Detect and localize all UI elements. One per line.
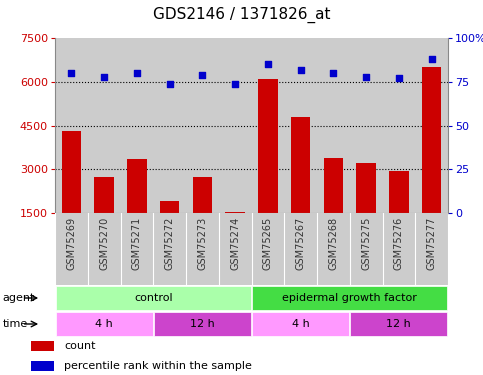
Text: time: time [2, 319, 28, 329]
Text: GSM75275: GSM75275 [361, 217, 371, 270]
Text: percentile rank within the sample: percentile rank within the sample [64, 361, 252, 371]
Text: GSM75270: GSM75270 [99, 217, 109, 270]
Point [133, 70, 141, 76]
Bar [422, 67, 441, 213]
Bar [154, 312, 251, 336]
Text: 12 h: 12 h [386, 319, 411, 329]
Point [395, 75, 403, 81]
Bar [291, 117, 311, 213]
Bar [160, 201, 180, 213]
Bar [61, 131, 81, 213]
Bar [324, 158, 343, 213]
Bar [31, 341, 54, 351]
Text: GSM75271: GSM75271 [132, 217, 142, 270]
Text: count: count [64, 341, 96, 351]
Point [428, 56, 436, 62]
Bar [356, 164, 376, 213]
Text: GSM75277: GSM75277 [426, 217, 437, 270]
Point [166, 81, 173, 87]
Bar [252, 286, 447, 310]
Text: GSM75265: GSM75265 [263, 217, 273, 270]
Text: GSM75273: GSM75273 [198, 217, 207, 270]
Text: GSM75267: GSM75267 [296, 217, 306, 270]
Text: 12 h: 12 h [190, 319, 215, 329]
Text: GSM75272: GSM75272 [165, 217, 175, 270]
Text: GSM75269: GSM75269 [66, 217, 76, 270]
Point [329, 70, 337, 76]
Bar [193, 177, 212, 213]
Point [231, 81, 239, 87]
Text: GDS2146 / 1371826_at: GDS2146 / 1371826_at [153, 7, 330, 23]
Bar [252, 312, 349, 336]
Text: 4 h: 4 h [292, 319, 310, 329]
Text: agent: agent [2, 293, 35, 303]
Bar [56, 286, 251, 310]
Bar [225, 211, 245, 213]
Point [199, 72, 206, 78]
Text: GSM75276: GSM75276 [394, 217, 404, 270]
Bar [350, 312, 447, 336]
Bar [56, 312, 153, 336]
Text: epidermal growth factor: epidermal growth factor [282, 293, 417, 303]
Point [297, 66, 304, 72]
Bar [94, 177, 114, 213]
Text: 4 h: 4 h [95, 319, 113, 329]
Bar [389, 171, 409, 213]
Point [100, 74, 108, 80]
Text: GSM75274: GSM75274 [230, 217, 240, 270]
Point [264, 61, 272, 67]
Point [68, 70, 75, 76]
Bar [258, 79, 278, 213]
Point [362, 74, 370, 80]
Text: control: control [134, 293, 172, 303]
Text: GSM75268: GSM75268 [328, 217, 339, 270]
Bar [31, 361, 54, 371]
Bar [127, 159, 147, 213]
